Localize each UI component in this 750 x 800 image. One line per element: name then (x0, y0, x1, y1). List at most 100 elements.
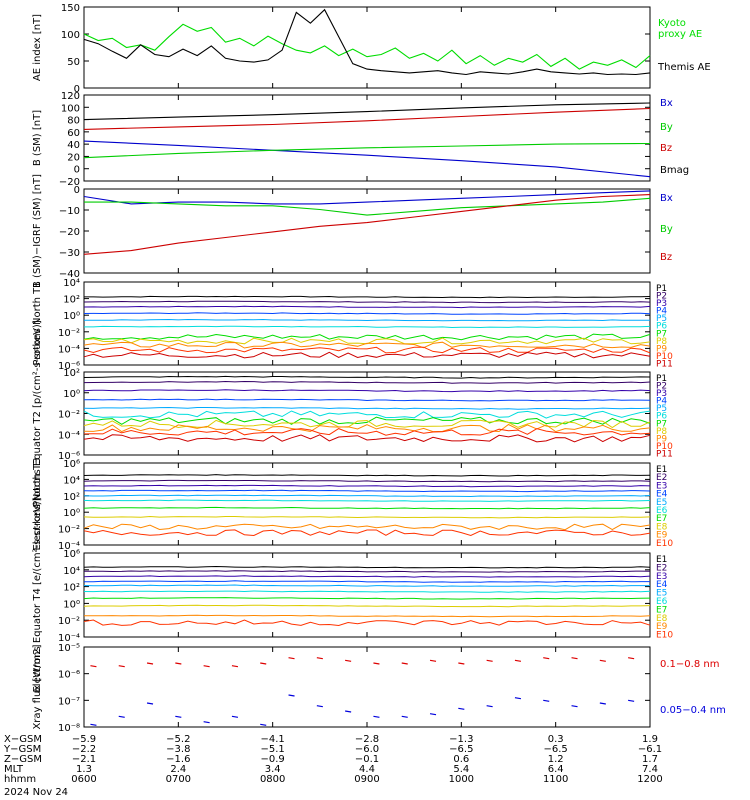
y-tick-label: 10⁻⁴ (58, 430, 80, 441)
panel-frame (83, 371, 651, 456)
data-point (118, 665, 125, 668)
orbit-value: −1.6 (166, 754, 190, 765)
legend-label: E3 (656, 572, 667, 582)
channel-line (83, 523, 651, 531)
series-line (83, 23, 651, 70)
channel-line (83, 474, 651, 477)
data-point (118, 715, 125, 718)
legend-label: E4 (656, 580, 668, 590)
orbit-value: 3.4 (265, 764, 281, 775)
data-point (486, 659, 493, 662)
orbit-row-label: hhmm (4, 774, 36, 785)
channel-line (83, 410, 651, 419)
y-tick-label: 10⁰ (63, 389, 80, 400)
orbit-value: 1.9 (642, 734, 658, 745)
y-tick-label: 50 (67, 57, 80, 68)
orbit-value: −5.2 (166, 734, 190, 745)
legend-label: E5 (656, 498, 667, 508)
data-point (288, 657, 295, 660)
legend-label: E2 (656, 473, 667, 483)
orbit-value: 7.4 (642, 764, 658, 775)
channel-line (83, 389, 651, 393)
y-tick-label: 10⁻⁶ (58, 670, 80, 681)
orbit-value: 5.4 (453, 764, 469, 775)
orbit-value: −6.0 (355, 744, 379, 755)
orbit-value: 0600 (71, 774, 96, 785)
y-tick-label: 10⁻² (58, 328, 80, 339)
legend-label: E10 (656, 539, 673, 549)
data-point (146, 662, 154, 665)
data-point (345, 659, 352, 662)
data-point (373, 715, 380, 718)
channel-line (83, 604, 651, 608)
y-axis-label: Xray flux [W/m2] (32, 644, 43, 729)
orbit-value: 0700 (166, 774, 191, 785)
y-tick-label: 10² (63, 583, 80, 594)
data-point (599, 659, 606, 662)
panel-eequator: 10⁻⁴ 10⁻² 10⁰ 10² 10⁴ 10⁶ Electrons Equator T4… (32, 497, 673, 692)
channel-line (83, 416, 651, 425)
channel-line (83, 597, 651, 600)
data-point (260, 662, 267, 665)
orbit-value: −0.9 (261, 754, 285, 765)
legend-label: P3 (656, 299, 667, 309)
y-tick-label: 10⁻⁸ (58, 723, 80, 734)
channel-line (83, 499, 651, 502)
orbit-row-label: X−GSM (4, 734, 42, 745)
data-point (599, 702, 606, 705)
orbit-value: −0.1 (355, 754, 379, 765)
y-tick-label: 10⁴ (63, 278, 80, 289)
channel-line (83, 423, 651, 433)
series-line (83, 140, 651, 178)
orbit-value: 6.4 (548, 764, 564, 775)
series-line (83, 190, 651, 205)
data-point (146, 702, 154, 705)
data-point (429, 659, 437, 662)
channel-line (83, 529, 651, 537)
data-point (203, 721, 210, 724)
data-point (90, 665, 97, 668)
legend-label: P8 (656, 427, 667, 437)
legend-label: P1 (656, 284, 667, 294)
y-tick-label: 150 (61, 3, 80, 14)
legend-label: P2 (656, 292, 667, 302)
data-point (175, 715, 182, 718)
y-axis-label: AE index [nT] (32, 14, 43, 81)
channel-line (84, 295, 651, 299)
series-line (83, 8, 651, 76)
orbit-value: 0800 (260, 774, 285, 785)
legend-label: P3 (656, 389, 667, 399)
legend-label: E6 (656, 506, 668, 516)
data-point (458, 662, 465, 665)
orbit-value: 1.7 (642, 754, 658, 765)
legend-label: E5 (656, 589, 667, 599)
legend-label: E3 (656, 481, 667, 491)
legend-label: P6 (656, 412, 667, 422)
legend-label: E8 (656, 614, 668, 624)
legend-kyoto: proxy AE (658, 29, 702, 40)
y-tick-label: −10 (59, 206, 80, 217)
data-point (316, 657, 323, 660)
y-axis-label: Electrons Equator T4 [e/(cm²-s-sr-keV)] (32, 497, 43, 692)
data-point (628, 657, 635, 660)
legend-bz: Bz (660, 143, 672, 154)
legend-label: P5 (656, 314, 667, 324)
y-tick-label: 120 (61, 91, 80, 102)
y-tick-label: 10⁻⁶ (58, 451, 80, 462)
orbit-value: 0.6 (453, 754, 469, 765)
legend-label: P1 (656, 374, 667, 384)
data-point (401, 715, 408, 718)
legend-themis: Themis AE (657, 62, 711, 73)
legend-label: E1 (656, 555, 667, 565)
y-tick-label: 10⁻⁷ (58, 696, 80, 707)
channel-line (83, 351, 651, 359)
legend-label: E9 (656, 531, 668, 541)
channel-line (83, 614, 651, 618)
legend-label: E7 (656, 605, 667, 615)
orbit-value: −6.5 (544, 744, 568, 755)
channel-line (83, 484, 651, 488)
y-tick-label: 10⁶ (63, 549, 80, 560)
orbit-value: 1100 (543, 774, 568, 785)
